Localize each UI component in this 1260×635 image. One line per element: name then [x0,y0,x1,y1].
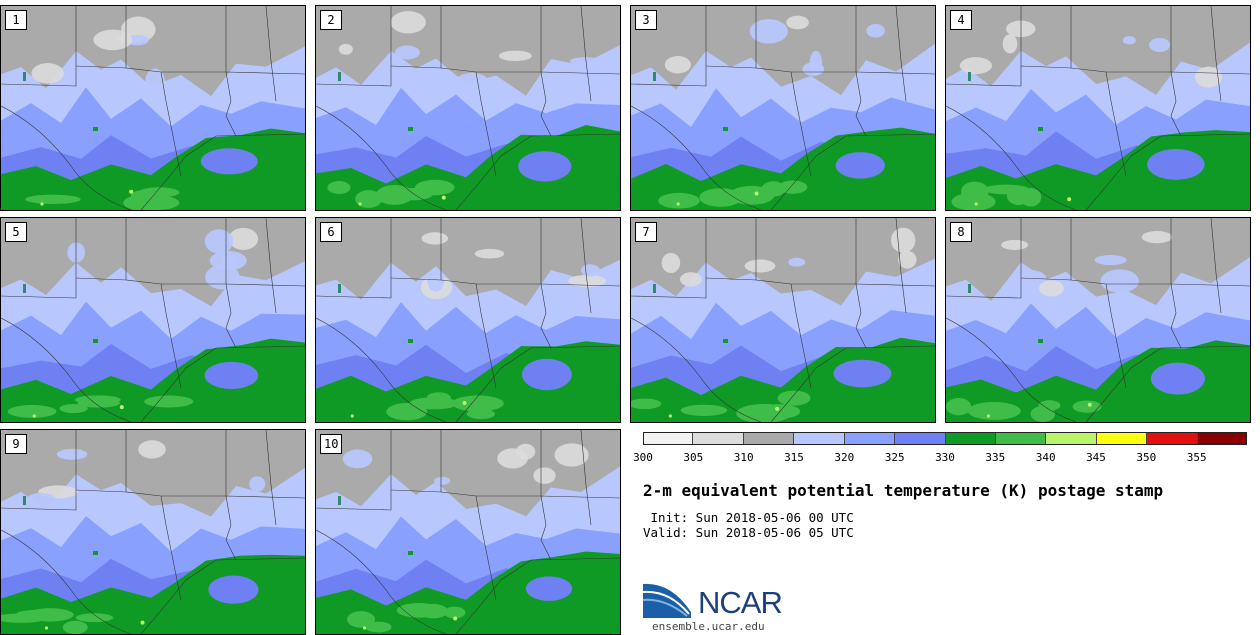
map-panel: 3 [630,5,936,211]
map-panel: 1 [0,5,306,211]
map-field [316,430,620,634]
map-field [316,218,620,422]
colorbar-tick-label: 340 [1035,451,1056,464]
colorbar-tick-label: 305 [683,451,704,464]
plot-title: 2-m equivalent potential temperature (K)… [643,481,1164,500]
colorbar-swatch [844,432,896,445]
map-panel: 5 [0,217,306,423]
map-field [946,218,1250,422]
map-field [316,6,620,210]
map-field [1,6,305,210]
map-field [631,6,935,210]
colorbar-tick-label: 355 [1186,451,1207,464]
valid-time: Valid: Sun 2018-05-06 05 UTC [643,525,854,540]
panel-member-label: 5 [5,222,27,242]
panel-member-label: 10 [320,434,343,454]
map-panel: 9 [0,429,306,635]
colorbar-tick-label: 310 [733,451,754,464]
map-panel: 10 [315,429,621,635]
map-panel: 4 [945,5,1251,211]
colorbar-tick-label: 325 [884,451,905,464]
map-field [1,218,305,422]
panel-member-label: 3 [635,10,657,30]
colorbar-tick-label: 320 [834,451,855,464]
colorbar-tick-label: 335 [985,451,1006,464]
panel-member-label: 4 [950,10,972,30]
colorbar-swatch [743,432,795,445]
panel-member-label: 6 [320,222,342,242]
panel-member-label: 9 [5,434,27,454]
map-panel: 7 [630,217,936,423]
colorbar-tick-label: 350 [1136,451,1157,464]
colorbar-swatch [1147,432,1198,445]
map-panel: 2 [315,5,621,211]
colorbar-swatch [1197,432,1248,445]
map-field [946,6,1250,210]
colorbar-swatch [794,432,845,445]
panel-member-label: 8 [950,222,972,242]
colorbar-swatch [1096,432,1148,445]
colorbar-swatch [643,432,694,445]
colorbar-swatch [693,432,744,445]
colorbar-tick-label: 345 [1086,451,1106,464]
map-field [1,430,305,634]
colorbar-swatch [1046,432,1097,445]
colorbar-tick-label: 315 [784,451,804,464]
colorbar-swatch [945,432,996,445]
ensemble-url: ensemble.ucar.edu [652,620,765,633]
colorbar-tick-label: 330 [935,451,955,464]
ncar-logo-icon [643,583,691,618]
colorbar-tick-label: 300 [633,451,653,464]
panel-member-label: 7 [635,222,657,242]
colorbar [643,432,1248,445]
panel-member-label: 1 [5,10,27,30]
map-field [631,218,935,422]
map-panel: 8 [945,217,1251,423]
map-panel: 6 [315,217,621,423]
init-time: Init: Sun 2018-05-06 00 UTC [643,510,854,525]
colorbar-swatch [995,432,1047,445]
panel-member-label: 2 [320,10,342,30]
colorbar-swatch [895,432,946,445]
ncar-wordmark: NCAR [698,585,783,620]
